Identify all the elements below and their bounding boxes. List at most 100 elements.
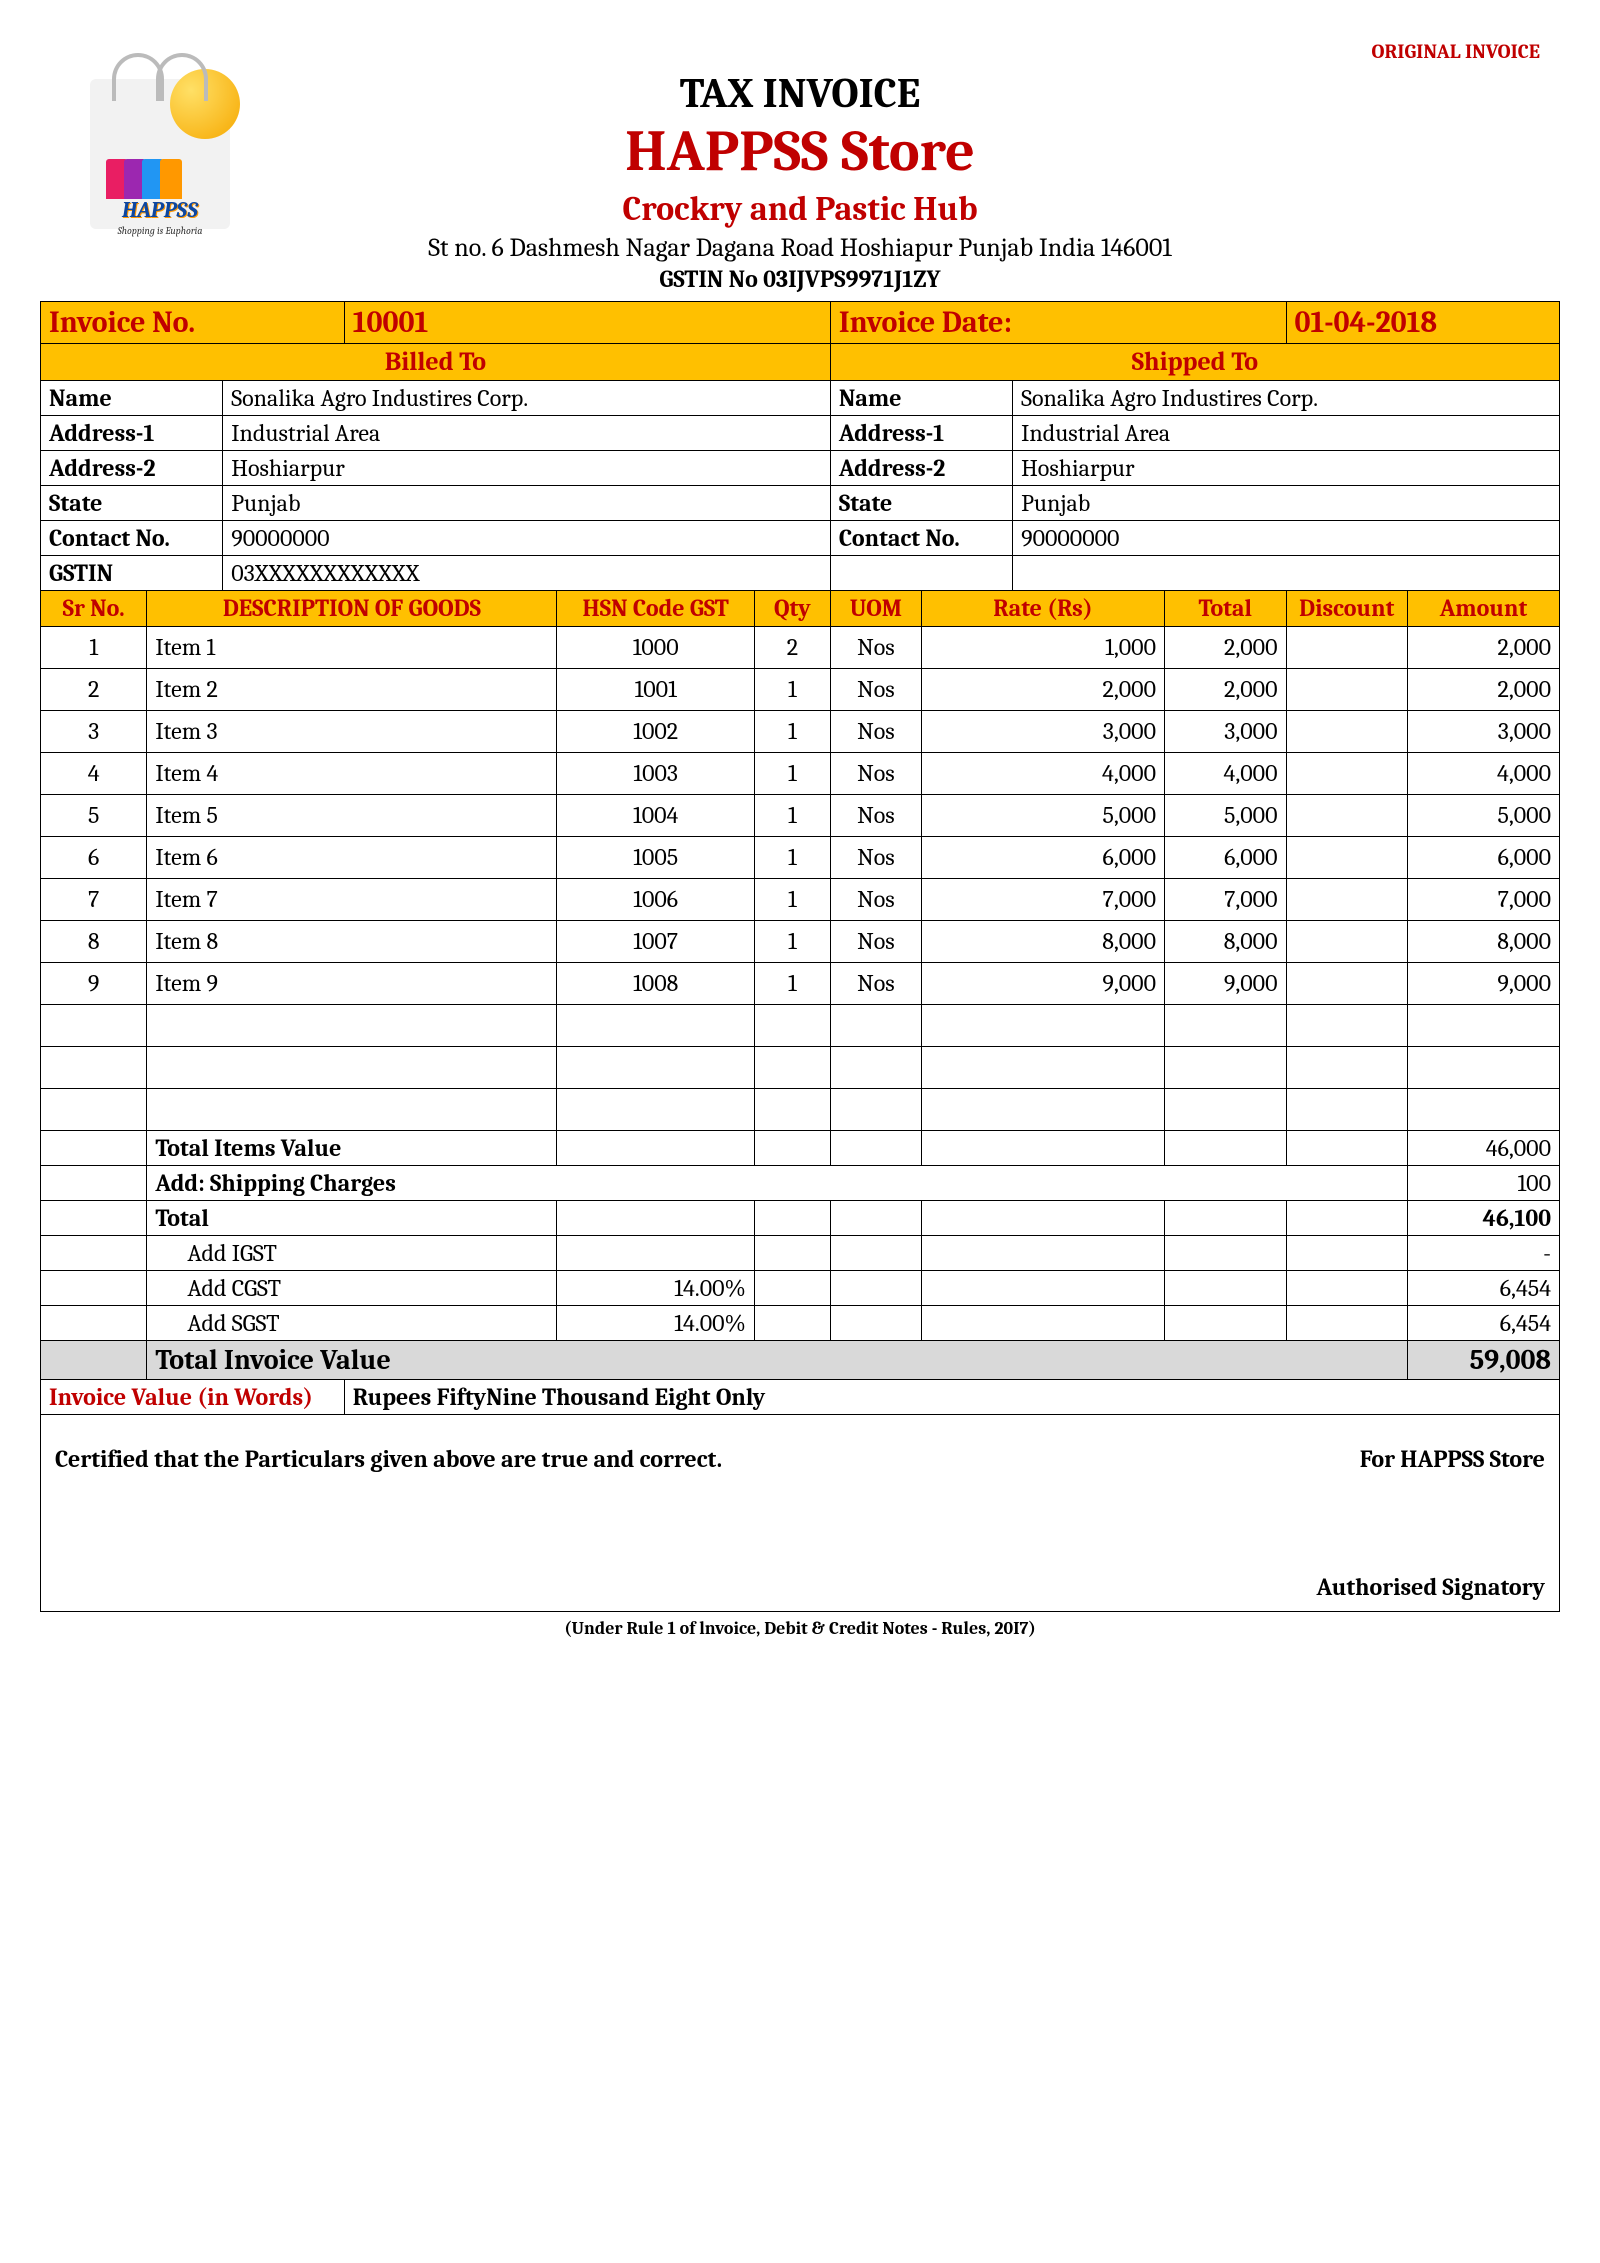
shipped-contact-label: Contact No.: [830, 521, 1012, 556]
store-name: HAPPSS Store: [40, 118, 1560, 185]
item-qty: 1: [754, 794, 830, 836]
item-amount: 7,000: [1408, 878, 1560, 920]
item-qty: 1: [754, 836, 830, 878]
invoice-header: HAPPSS Shopping is Euphoria TAX INVOICE …: [40, 69, 1560, 293]
billed-addr2-label: Address-2: [41, 451, 223, 486]
cgst-label: Add CGST: [147, 1270, 557, 1305]
invoice-date: 01-04-2018: [1286, 302, 1560, 344]
item-rate: 9,000: [921, 962, 1164, 1004]
certification-text: Certified that the Particulars given abo…: [55, 1445, 722, 1473]
in-words-value: Rupees FiftyNine Thousand Eight Only: [344, 1379, 1559, 1414]
col-rate: Rate (Rs): [921, 591, 1164, 627]
item-desc: Item 7: [147, 878, 557, 920]
item-amount: 8,000: [1408, 920, 1560, 962]
item-qty: 1: [754, 962, 830, 1004]
billed-contact-label: Contact No.: [41, 521, 223, 556]
item-hsn: 1000: [557, 626, 754, 668]
invoice-date-label: Invoice Date:: [830, 302, 1286, 344]
item-qty: 2: [754, 626, 830, 668]
item-hsn: 1005: [557, 836, 754, 878]
original-stamp: ORIGINAL INVOICE: [40, 40, 1560, 63]
col-uom: UOM: [830, 591, 921, 627]
shipped-to-heading: Shipped To: [830, 344, 1559, 381]
shipped-contact: 90000000: [1013, 521, 1560, 556]
cgst-rate: 14.00%: [557, 1270, 754, 1305]
billed-contact: 90000000: [223, 521, 831, 556]
item-total: 2,000: [1164, 626, 1286, 668]
item-hsn: 1007: [557, 920, 754, 962]
invoice-value: 59,008: [1408, 1340, 1560, 1379]
shipped-addr1-label: Address-1: [830, 416, 1012, 451]
item-row: 5Item 510041Nos5,0005,0005,000: [41, 794, 1560, 836]
store-gstin: GSTIN No 03IJVPS9971J1ZY: [40, 265, 1560, 293]
store-tagline: Crockry and Pastic Hub: [40, 189, 1560, 229]
item-sr: 5: [41, 794, 147, 836]
sgst-label: Add SGST: [147, 1305, 557, 1340]
billed-to-heading: Billed To: [41, 344, 831, 381]
logo-subtext: Shopping is Euphoria: [90, 225, 230, 237]
item-desc: Item 9: [147, 962, 557, 1004]
shipped-name-label: Name: [830, 381, 1012, 416]
item-row: 2Item 210011Nos2,0002,0002,000: [41, 668, 1560, 710]
item-qty: 1: [754, 752, 830, 794]
item-hsn: 1003: [557, 752, 754, 794]
total-label: Total: [147, 1200, 557, 1235]
item-total: 7,000: [1164, 878, 1286, 920]
shipped-name: Sonalika Agro Industires Corp.: [1013, 381, 1560, 416]
item-rate: 3,000: [921, 710, 1164, 752]
item-amount: 4,000: [1408, 752, 1560, 794]
item-uom: Nos: [830, 920, 921, 962]
shipped-addr2-label: Address-2: [830, 451, 1012, 486]
item-amount: 6,000: [1408, 836, 1560, 878]
item-total: 2,000: [1164, 668, 1286, 710]
billed-addr2: Hoshiarpur: [223, 451, 831, 486]
item-uom: Nos: [830, 668, 921, 710]
item-total: 8,000: [1164, 920, 1286, 962]
sgst-rate: 14.00%: [557, 1305, 754, 1340]
doc-title: TAX INVOICE: [40, 69, 1560, 118]
item-uom: Nos: [830, 626, 921, 668]
item-amount: 9,000: [1408, 962, 1560, 1004]
item-discount: [1286, 626, 1408, 668]
item-rate: 5,000: [921, 794, 1164, 836]
item-row: 8Item 810071Nos8,0008,0008,000: [41, 920, 1560, 962]
shipped-state-label: State: [830, 486, 1012, 521]
col-qty: Qty: [754, 591, 830, 627]
item-discount: [1286, 752, 1408, 794]
col-discount: Discount: [1286, 591, 1408, 627]
shipped-state: Punjab: [1013, 486, 1560, 521]
item-uom: Nos: [830, 794, 921, 836]
billed-addr1: Industrial Area: [223, 416, 831, 451]
item-desc: Item 1: [147, 626, 557, 668]
col-desc: DESCRIPTION OF GOODS: [147, 591, 557, 627]
item-rate: 6,000: [921, 836, 1164, 878]
item-desc: Item 3: [147, 710, 557, 752]
item-rate: 8,000: [921, 920, 1164, 962]
store-logo: HAPPSS Shopping is Euphoria: [60, 59, 260, 259]
igst-value: -: [1408, 1235, 1560, 1270]
item-row: 4Item 410031Nos4,0004,0004,000: [41, 752, 1560, 794]
invoice-no-label: Invoice No.: [41, 302, 345, 344]
item-desc: Item 5: [147, 794, 557, 836]
invoice-no: 10001: [344, 302, 830, 344]
col-sr: Sr No.: [41, 591, 147, 627]
shipped-addr1: Industrial Area: [1013, 416, 1560, 451]
billed-gstin-label: GSTIN: [41, 556, 223, 591]
billed-name-label: Name: [41, 381, 223, 416]
igst-label: Add IGST: [147, 1235, 557, 1270]
item-desc: Item 8: [147, 920, 557, 962]
igst-rate: [557, 1235, 754, 1270]
rule-note: (Under Rule 1 of lnvoice, Debit & Credit…: [40, 1618, 1560, 1639]
item-discount: [1286, 668, 1408, 710]
item-rate: 4,000: [921, 752, 1164, 794]
item-sr: 7: [41, 878, 147, 920]
item-hsn: 1006: [557, 878, 754, 920]
item-discount: [1286, 920, 1408, 962]
item-total: 5,000: [1164, 794, 1286, 836]
total-items-label: Total Items Value: [147, 1130, 557, 1165]
billed-addr1-label: Address-1: [41, 416, 223, 451]
item-sr: 2: [41, 668, 147, 710]
item-desc: Item 4: [147, 752, 557, 794]
item-uom: Nos: [830, 962, 921, 1004]
item-row: 1Item 110002Nos1,0002,0002,000: [41, 626, 1560, 668]
